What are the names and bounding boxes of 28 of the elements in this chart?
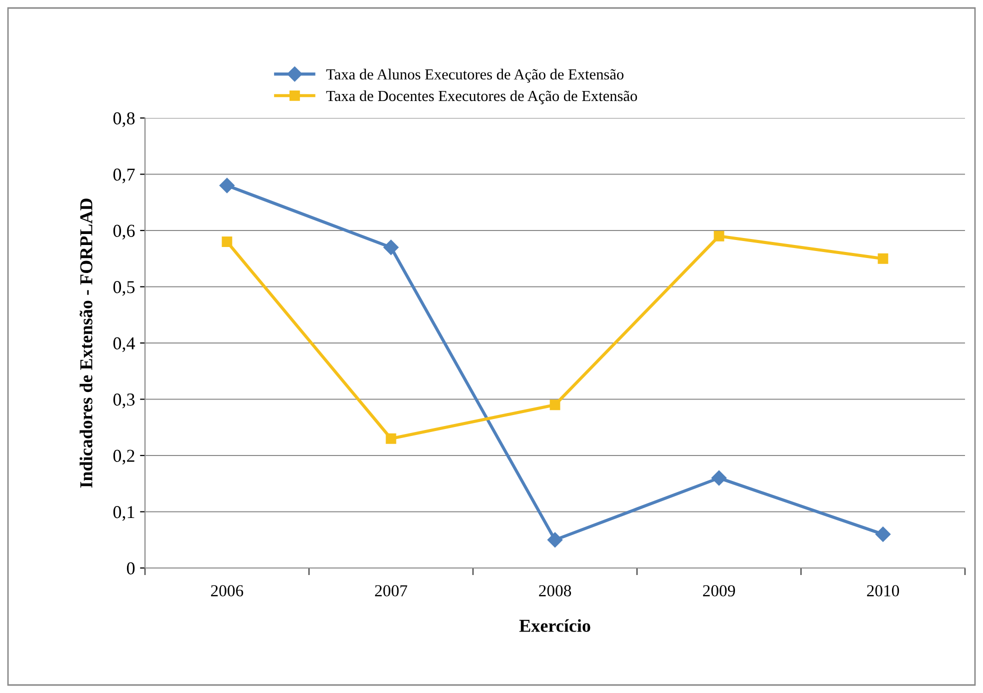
point [219,178,235,194]
y-tick-label: 0,6 [113,224,135,240]
y-tick-label: 0,8 [113,112,135,128]
y-tick-label: 0,2 [113,450,134,465]
point [222,236,232,247]
x-tick-label: 2010 [867,585,900,596]
x-tick-label: 2006 [211,585,244,596]
y-tick-label: 0,1 [113,506,134,521]
x-tick-label: 2007 [375,585,408,596]
x-axis-title: Exercício [519,619,590,632]
point [383,240,399,255]
point [386,433,396,444]
y-tick-label: 0,3 [113,394,135,408]
y-axis-title: Indicadores de Extensão - FORPLAD [80,198,92,488]
x-tick-label: 2008 [539,585,572,596]
point [550,400,560,410]
point [875,526,891,542]
point [711,470,727,486]
y-tick-label: 0,5 [113,281,135,296]
y-tick-label: 0,7 [113,168,135,184]
point [878,253,888,264]
point [547,532,563,548]
x-tick-label: 2009 [703,585,735,596]
y-tick-label: 0 [126,562,135,574]
legend-label: Taxa de Alunos Executores de Ação de Extensão [326,68,624,83]
legend-label: Taxa de Docentes Executores de Ação de Extensão [326,90,638,104]
point [714,230,724,242]
y-tick-label: 0,4 [113,337,135,352]
